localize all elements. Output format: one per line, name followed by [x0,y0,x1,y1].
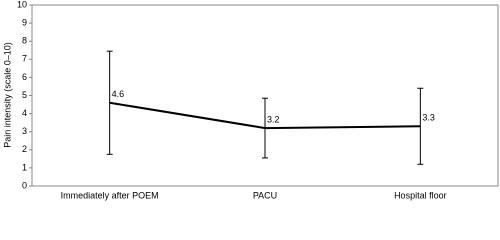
y-tick-label: 10 [17,0,27,9]
y-tick-label: 9 [22,17,27,27]
y-tick-label: 8 [22,36,27,46]
plot-frame [31,4,499,187]
y-axis-label: Pain intensity (scale 0–10) [2,42,12,148]
y-tick-label: 7 [22,54,27,64]
chart: Pain intensity (scale 0–10) 0 1 2 3 4 5 6 7 8 9 10… [2,0,499,200]
data-label: 3.2 [267,114,280,124]
x-tick-label: Hospital floor [394,190,447,200]
x-tick-label: Immediately after POEM [61,190,159,200]
y-tick-label: 6 [22,72,27,82]
y-tick-label: 3 [22,126,27,136]
x-tick-label: PACU [253,190,277,200]
y-tick-label: 0 [22,180,27,190]
data-label: 3.3 [422,113,435,123]
y-tick-label: 1 [22,162,27,172]
y-tick-label: 4 [22,108,27,118]
line [109,101,421,130]
y-tick-label: 5 [22,90,27,100]
y-tick-label: 2 [22,144,27,154]
data-label: 4.6 [112,89,125,99]
